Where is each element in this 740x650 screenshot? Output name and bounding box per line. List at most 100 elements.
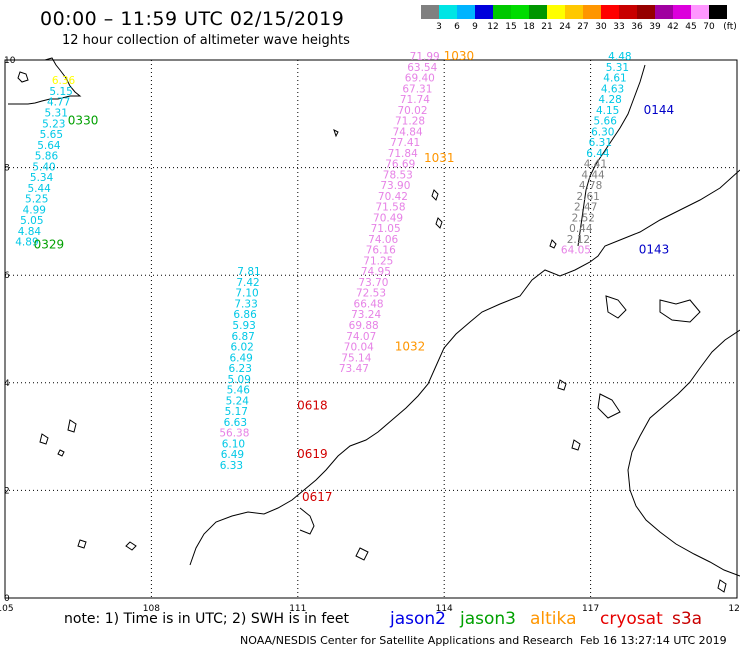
wave-height-value: 5.15 bbox=[49, 86, 72, 98]
wave-height-value: 5.17 bbox=[225, 406, 248, 418]
wave-height-value: 56.38 bbox=[219, 428, 249, 440]
colorbar-swatch bbox=[691, 5, 709, 19]
wave-height-value: 75.14 bbox=[341, 352, 371, 364]
wave-height-value: 73.24 bbox=[351, 309, 381, 321]
wave-height-value: 73.47 bbox=[339, 363, 369, 375]
wave-height-value: 70.49 bbox=[373, 212, 403, 224]
colorbar-swatch bbox=[565, 5, 583, 19]
wave-height-value: 70.02 bbox=[397, 105, 427, 117]
wave-height-value: 74.84 bbox=[393, 126, 423, 138]
wave-height-value: 5.05 bbox=[20, 215, 43, 227]
wave-height-value: 77.41 bbox=[390, 137, 420, 149]
wave-height-value: 4.78 bbox=[579, 180, 602, 192]
wave-height-value: 4.77 bbox=[47, 97, 70, 109]
colorbar-label: 6 bbox=[454, 22, 460, 32]
wave-height-value: 4.61 bbox=[603, 73, 626, 85]
wave-height-value: 4.84 bbox=[18, 226, 42, 238]
wave-height-value: 5.09 bbox=[228, 374, 251, 386]
wave-height-value: 69.40 bbox=[405, 73, 435, 85]
wave-height-value: 5.34 bbox=[30, 172, 54, 184]
wave-height-value: 6.86 bbox=[233, 309, 257, 321]
wave-height-value: 2.61 bbox=[576, 191, 599, 203]
wave-height-value: 5.31 bbox=[45, 107, 68, 119]
wave-height-value: 70.04 bbox=[344, 342, 374, 354]
wave-height-value: 76.69 bbox=[385, 159, 415, 171]
colorbar-label: 12 bbox=[487, 22, 499, 32]
y-tick-label: 10 bbox=[4, 56, 16, 66]
colorbar-swatch bbox=[637, 5, 655, 19]
wave-height-value: 5.24 bbox=[226, 395, 250, 407]
colorbar-label: 39 bbox=[649, 22, 661, 32]
colorbar-label: 36 bbox=[631, 22, 643, 32]
pass-time-label: 0143 bbox=[639, 243, 670, 257]
coastline-islands bbox=[39, 129, 727, 593]
wave-height-value: 5.23 bbox=[42, 118, 65, 130]
wave-height-value: 69.88 bbox=[349, 320, 379, 332]
wave-height-value: 5.25 bbox=[25, 194, 48, 206]
wave-height-value: 71.84 bbox=[388, 148, 418, 160]
wave-height-value: 5.40 bbox=[32, 161, 55, 173]
wave-height-value: 6.63 bbox=[224, 417, 247, 429]
pass-time-label: 0617 bbox=[302, 490, 333, 504]
wave-height-value: 6.31 bbox=[589, 137, 612, 149]
colorbar-swatch bbox=[655, 5, 673, 19]
colorbar-swatch bbox=[619, 5, 637, 19]
wave-height-value: 2.12 bbox=[567, 234, 590, 246]
wave-height-value: 6.49 bbox=[221, 449, 244, 461]
wave-height-value: 4.44 bbox=[581, 169, 605, 181]
wave-height-value: 6.49 bbox=[229, 352, 252, 364]
wave-height-value: 74.95 bbox=[361, 266, 391, 278]
wave-height-value: 64.05 bbox=[561, 245, 591, 257]
wave-height-value: 2.47 bbox=[574, 202, 597, 214]
page-subtitle: 12 hour collection of altimeter wave hei… bbox=[62, 33, 350, 48]
wave-height-value: 5.64 bbox=[37, 140, 61, 152]
wave-height-value: 5.44 bbox=[27, 183, 51, 195]
coastline-palawan bbox=[577, 64, 646, 247]
colorbar-swatch bbox=[493, 5, 511, 19]
colorbar-label: 18 bbox=[523, 22, 535, 32]
wave-height-value: 6.36 bbox=[52, 75, 76, 87]
wave-height-value: 73.90 bbox=[380, 180, 410, 192]
wave-height-value: 5.46 bbox=[227, 385, 251, 397]
wave-height-value: 4.28 bbox=[598, 94, 621, 106]
wave-height-value: 7.42 bbox=[236, 277, 259, 289]
y-tick-label: 8 bbox=[4, 164, 10, 174]
wave-height-value: 5.65 bbox=[40, 129, 63, 141]
colorbar-swatch bbox=[511, 5, 529, 19]
colorbar-swatch bbox=[601, 5, 619, 19]
wave-height-value: 5.31 bbox=[606, 62, 629, 74]
colorbar-swatch bbox=[457, 5, 475, 19]
colorbar-swatch bbox=[421, 5, 439, 19]
colorbar-label: 15 bbox=[505, 22, 517, 32]
coastline-vietnam-tip bbox=[8, 57, 82, 105]
x-tick-label: 120 bbox=[728, 604, 740, 614]
coastline-borneo bbox=[77, 169, 740, 566]
wave-height-value: 6.23 bbox=[229, 363, 252, 375]
colorbar-swatch bbox=[673, 5, 691, 19]
pass-time-label: 0619 bbox=[297, 447, 328, 461]
wave-height-value: 67.31 bbox=[402, 83, 432, 95]
wave-height-value: 6.87 bbox=[231, 331, 254, 343]
wave-height-value: 6.30 bbox=[591, 126, 614, 138]
colorbar-label: 27 bbox=[577, 22, 589, 32]
wave-height-value: 7.81 bbox=[237, 266, 260, 278]
wave-height-value: 4.63 bbox=[601, 83, 624, 95]
colorbar-label: 45 bbox=[685, 22, 697, 32]
y-tick-label: 4 bbox=[4, 379, 10, 389]
satellite-legend-entry: s3a bbox=[672, 609, 703, 629]
wave-height-value: 6.44 bbox=[586, 148, 610, 160]
colorbar-label: 21 bbox=[541, 22, 553, 32]
pass-time-label: 1031 bbox=[424, 151, 455, 165]
wave-height-value: 71.25 bbox=[363, 255, 393, 267]
wave-height-value: 5.66 bbox=[594, 116, 618, 128]
x-tick-label: 105 bbox=[0, 604, 14, 614]
wave-height-value: 74.06 bbox=[368, 234, 398, 246]
pass-time-label: 1030 bbox=[444, 49, 475, 63]
wave-height-value: 6.02 bbox=[230, 342, 253, 354]
pass-time-labels: 0330 0329 1030 1031 1032 0618 0619 0617 0144 0143 bbox=[34, 49, 675, 504]
wave-height-value: 70.42 bbox=[378, 191, 408, 203]
lat-lon-grid bbox=[5, 60, 737, 598]
colorbar-label: 70 bbox=[703, 22, 715, 32]
satellite-legend-entry: jason3 bbox=[460, 609, 516, 629]
